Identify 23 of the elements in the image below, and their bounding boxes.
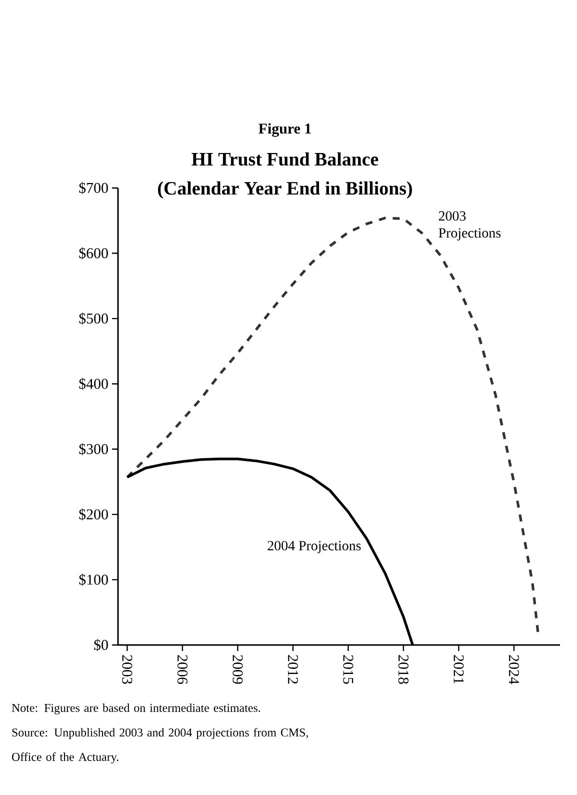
source-note: Source: Unpublished 2003 and 2004 projections from CMS, Office of the Actuary.: [12, 728, 308, 764]
x-tick-label: 2012: [288, 655, 298, 684]
x-tick-label: 2006: [177, 655, 188, 684]
x-tick-label: 2021: [454, 655, 464, 684]
y-tick-label: $0: [94, 639, 108, 651]
y-tick-label: $700: [79, 182, 108, 194]
series-label: 2004 Projections: [268, 540, 361, 554]
series-label: 2003 Projections: [438, 211, 501, 240]
x-tick-label: 2003: [122, 655, 132, 684]
caption: Figure 1: [258, 123, 311, 137]
x-tick-label: 2018: [398, 655, 409, 684]
text: Note: Figures are based on intermediate estimates.: [12, 704, 260, 714]
y-tick-label: $500: [79, 312, 108, 325]
chart-title: HI Trust Fund Balance: [192, 152, 378, 166]
x-tick-label: 2015: [343, 655, 354, 684]
y-tick-label: $400: [79, 378, 108, 390]
y-tick-label: $100: [79, 574, 108, 586]
x-tick-label: 2009: [232, 655, 243, 684]
y-tick-label: $300: [79, 443, 108, 456]
y-tick-label: $600: [79, 247, 108, 260]
y-tick-label: $200: [79, 508, 108, 520]
chart-subtitle: (Calendar Year End in Billions): [158, 181, 412, 199]
x-tick-label: 2024: [508, 655, 520, 684]
